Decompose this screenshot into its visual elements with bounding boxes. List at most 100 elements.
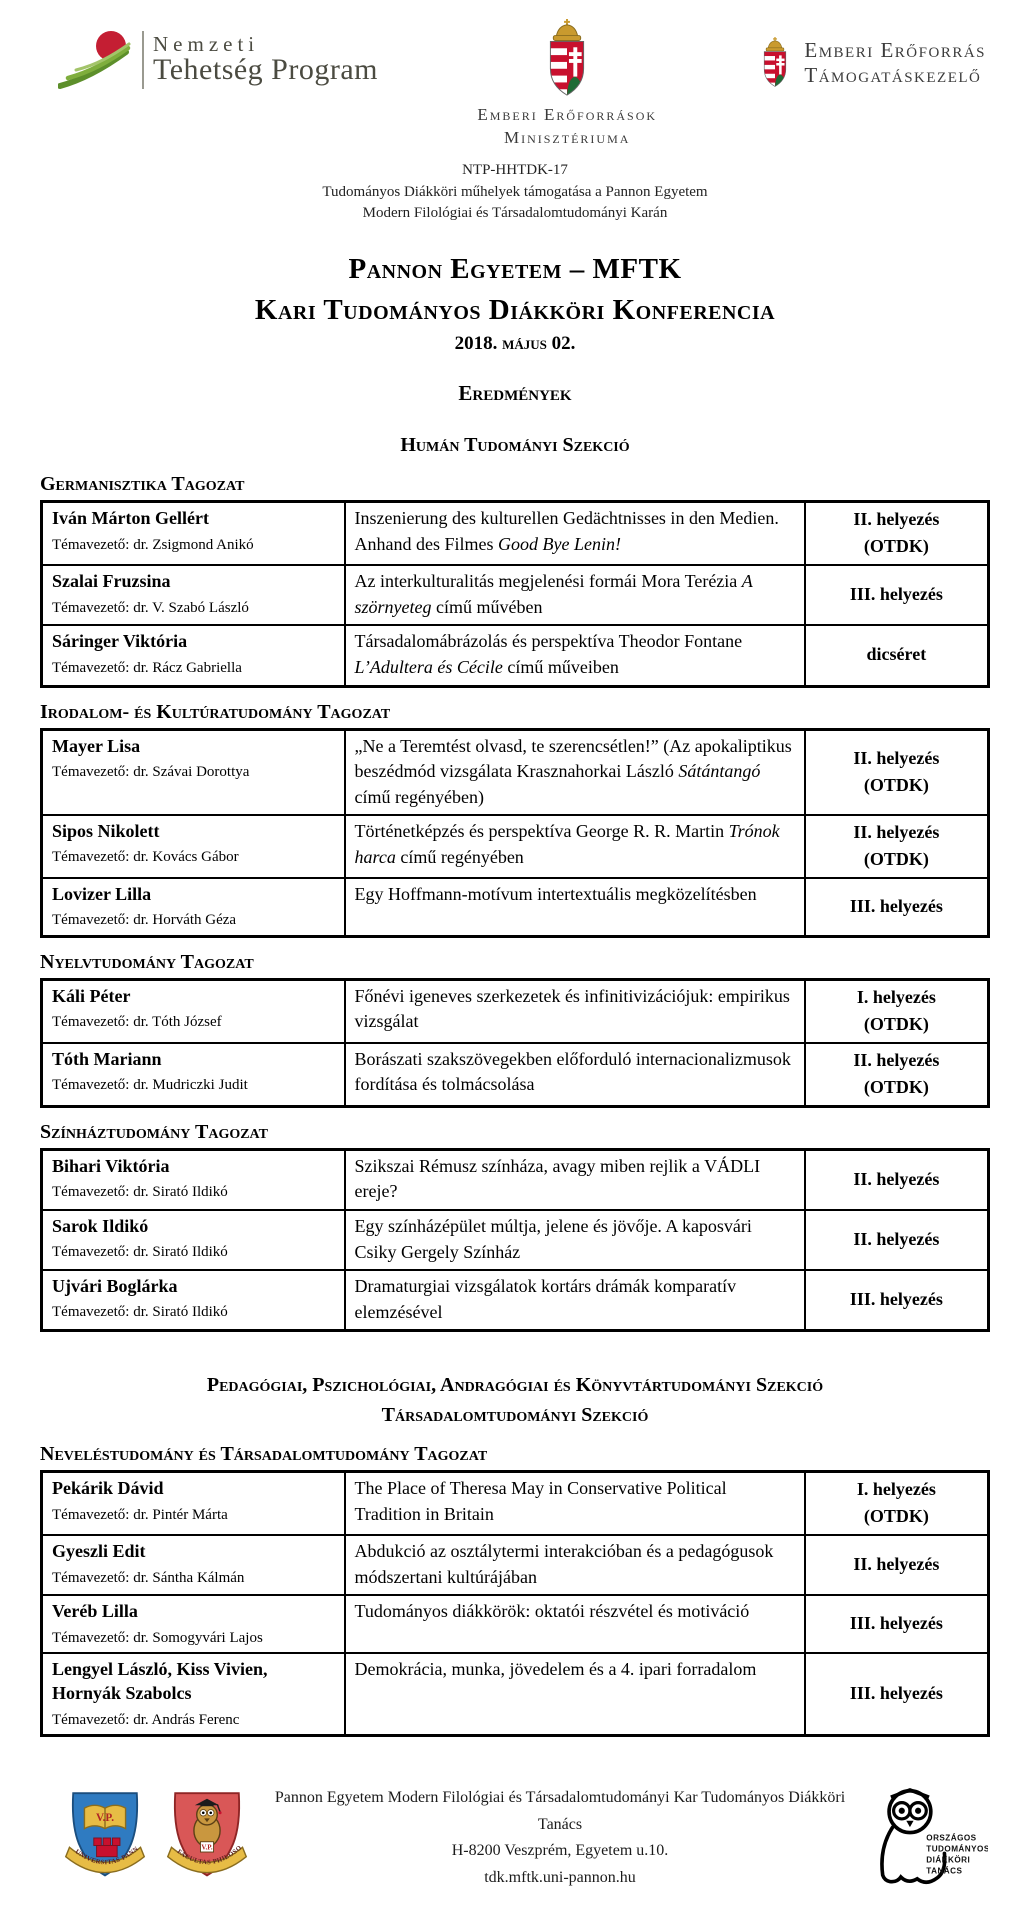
- otdk-logo: ORSZÁGOS TUDOMÁNYOS DIÁKKÖRI TANÁCS: [870, 1783, 988, 1893]
- student-cell: Lengyel László, Kiss Vivien, Hornyák Sza…: [40, 1652, 346, 1737]
- program-line2: Modern Filológiai és Társadalomtudományi…: [362, 205, 668, 222]
- results-table: Mayer Lisa Témavezető: dr. Szávai Dorotty…: [40, 727, 990, 938]
- thesis-title-work-italic: L’Adultera és Cécile: [354, 656, 503, 677]
- thesis-title-cell: Egy Hoffmann-motívum intertextuális megk…: [343, 877, 806, 938]
- thesis-title-text: The Place of Theresa May in Conservative…: [354, 1478, 727, 1524]
- nemzeti-tehetseg-program-logo: Nemzeti Tehetség Program: [58, 28, 378, 92]
- award-cell: III. helyezés: [803, 877, 990, 938]
- thesis-title-cell: Társadalomábrázolás és perspektíva Theod…: [343, 624, 806, 687]
- footer-website: tdk.mftk.uni-pannon.hu: [484, 1868, 636, 1886]
- title-block: Pannon Egyetem – MFTK Kari Tudományos Di…: [40, 249, 990, 355]
- award-cell: II. helyezés (OTDK): [803, 727, 990, 817]
- crest-university-initials: V.P.: [96, 1812, 114, 1824]
- student-name: Káli Péter: [52, 985, 131, 1006]
- thesis-title-cell: Demokrácia, munka, jövedelem és a 4. ipa…: [343, 1652, 806, 1737]
- supervisor-label: Témavezető: dr. Horváth Géza: [52, 912, 237, 929]
- supervisor-label: Témavezető: dr. Sántha Kálmán: [52, 1569, 245, 1586]
- ntp-logo-line2: Tehetség Program: [153, 53, 379, 87]
- award-line: III. helyezés: [849, 1289, 943, 1310]
- award-line: (OTDK): [863, 849, 929, 870]
- program-info: NTP-HHTDK-17 Tudományos Diákköri műhelye…: [40, 160, 990, 225]
- award-line: II. helyezés: [853, 1554, 940, 1575]
- thesis-title-work-italic: Trónok harca: [354, 821, 780, 867]
- tagozat-heading: Irodalom- és Kultúratudomány Tagozat: [40, 700, 391, 723]
- tagozat-nyelvtudomany: Nyelvtudomány Tagozat Káli Péter Témavezet…: [40, 951, 990, 1108]
- thesis-title-cell: Tudományos diákkörök: oktatói részvétel …: [343, 1594, 806, 1655]
- thesis-title-text: Abdukció az osztálytermi interakcióban é…: [354, 1541, 774, 1587]
- award-line: II. helyezés: [853, 822, 940, 843]
- student-cell: Gyeszli Edit Témavezető: dr. Sántha Kálmá…: [40, 1534, 346, 1597]
- student-name: Sáringer Viktória: [52, 631, 188, 652]
- award-cell: III. helyezés: [803, 564, 990, 627]
- szekcio-heading-pedagogy: Pedagógiai, Pszichológiai, Andragógiai é…: [40, 1370, 990, 1430]
- result-row: Bihari Viktória Témavezető: dr. Sirató Il…: [40, 1148, 990, 1212]
- program-code: NTP-HHTDK-17: [462, 161, 568, 178]
- student-name: Ujvári Boglárka: [52, 1276, 178, 1297]
- ntp-logo-text: Nemzeti Tehetség Program: [153, 32, 379, 87]
- award-line: III. helyezés: [849, 584, 943, 605]
- results-table: Káli Péter Témavezető: dr. Tóth József Főn…: [40, 977, 990, 1108]
- ntp-logo-line1: Nemzeti: [153, 32, 260, 56]
- result-row: Káli Péter Témavezető: dr. Tóth József Főn…: [40, 978, 990, 1044]
- supervisor-label: Témavezető: dr. Pintér Márta: [52, 1506, 228, 1523]
- result-row: Mayer Lisa Témavezető: dr. Szávai Dorotty…: [40, 727, 990, 817]
- otdk-text-line1: ORSZÁGOS: [926, 1833, 976, 1843]
- thesis-title-text: „Ne a Teremtést olvasd, te szerencsétlen…: [354, 735, 792, 782]
- supervisor-label: Témavezető: dr. Zsigmond Anikó: [52, 536, 254, 553]
- thesis-title-text: című regényében: [395, 846, 524, 867]
- crest-faculty-initials: V.P.: [201, 1844, 213, 1852]
- supervisor-label: Témavezető: dr. Szávai Dorottya: [52, 763, 250, 780]
- results-table: Bihari Viktória Témavezető: dr. Sirató Il…: [40, 1147, 990, 1333]
- tagozat-heading: Színháztudomány Tagozat: [40, 1120, 268, 1143]
- student-name: Lengyel László, Kiss Vivien, Hornyák Sza…: [52, 1659, 268, 1704]
- student-name: Pekárik Dávid: [52, 1478, 164, 1499]
- tagozat-heading: Germanisztika Tagozat: [40, 473, 245, 496]
- result-row: Lengyel László, Kiss Vivien, Hornyák Sza…: [40, 1652, 990, 1737]
- emet-logo: Emberi Erőforrás Támogatáskezelő: [756, 36, 986, 90]
- otdk-text-line2: TUDOMÁNYOS: [926, 1844, 988, 1854]
- thesis-title-cell: Borászati szakszövegekben előforduló int…: [343, 1041, 806, 1108]
- award-line: II. helyezés: [853, 1229, 940, 1250]
- supervisor-label: Témavezető: dr. V. Szabó László: [52, 599, 249, 616]
- award-line: I. helyezés: [856, 1479, 936, 1500]
- footer-organization: Pannon Egyetem Modern Filológiai és Társ…: [274, 1789, 846, 1833]
- footer: V.P. UNIVERSITAS PANNONICA: [40, 1783, 990, 1893]
- student-name: Sipos Nikolett: [52, 821, 160, 842]
- result-row: Sáringer Viktória Témavezető: dr. Rácz Ga…: [40, 624, 990, 687]
- szekcio-heading-human: Humán Tudományi Szekció: [400, 434, 630, 457]
- emmi-logo-line1: Emberi Erőforrások: [477, 105, 658, 124]
- page-title-line1: Pannon Egyetem – MFTK: [348, 253, 682, 286]
- tagozat-germanisztika: Germanisztika Tagozat Iván Márton Gellért…: [40, 473, 990, 688]
- thesis-title-work-italic: Good Bye Lenin!: [498, 533, 621, 554]
- result-row: Lovizer Lilla Témavezető: dr. Horváth Géz…: [40, 877, 990, 938]
- student-cell: Sáringer Viktória Témavezető: dr. Rácz Ga…: [40, 624, 346, 687]
- result-row: Pekárik Dávid Témavezető: dr. Pintér Márt…: [40, 1470, 990, 1537]
- universitas-pannonica-crest-icon: V.P. UNIVERSITAS PANNONICA: [62, 1788, 146, 1877]
- student-cell: Sipos Nikolett Témavezető: dr. Kovács Gáb…: [40, 814, 346, 880]
- award-line: (OTDK): [863, 1076, 929, 1097]
- thesis-title-cell: Történetképzés és perspektíva George R. …: [343, 814, 806, 880]
- thesis-title-cell: The Place of Theresa May in Conservative…: [343, 1470, 806, 1537]
- thesis-title-work-italic: Sátántangó: [678, 761, 761, 782]
- thesis-title-cell: Az interkulturalitás megjelenési formái …: [343, 564, 806, 627]
- award-line: I. helyezés: [856, 986, 936, 1007]
- thesis-title-text: Demokrácia, munka, jövedelem és a 4. ipa…: [354, 1659, 757, 1680]
- thesis-title-text: című regényében): [354, 786, 484, 807]
- award-line: II. helyezés: [853, 1168, 940, 1189]
- student-name: Lovizer Lilla: [52, 884, 152, 905]
- thesis-title-text: Történetképzés és perspektíva George R. …: [354, 821, 729, 842]
- supervisor-label: Témavezető: dr. Mudriczki Judit: [52, 1077, 248, 1094]
- student-name: Szalai Fruzsina: [52, 571, 171, 592]
- award-cell: I. helyezés (OTDK): [803, 1470, 990, 1537]
- ntp-logo-divider: [142, 31, 144, 89]
- award-line: II. helyezés: [853, 1049, 940, 1070]
- award-cell: II. helyezés (OTDK): [803, 500, 990, 567]
- thesis-title-text: Az interkulturalitás megjelenési formái …: [354, 571, 742, 592]
- footer-crests: V.P. UNIVERSITAS PANNONICA: [62, 1788, 250, 1888]
- supervisor-label: Témavezető: dr. Sirató Ildikó: [52, 1184, 228, 1201]
- award-cell: II. helyezés: [803, 1148, 990, 1212]
- thesis-title-text: Inszenierung des kulturellen Gedächtniss…: [354, 508, 779, 554]
- student-cell: Ujvári Boglárka Témavezető: dr. Sirató Il…: [40, 1269, 346, 1332]
- result-row: Gyeszli Edit Témavezető: dr. Sántha Kálmá…: [40, 1534, 990, 1597]
- award-cell: III. helyezés: [803, 1652, 990, 1737]
